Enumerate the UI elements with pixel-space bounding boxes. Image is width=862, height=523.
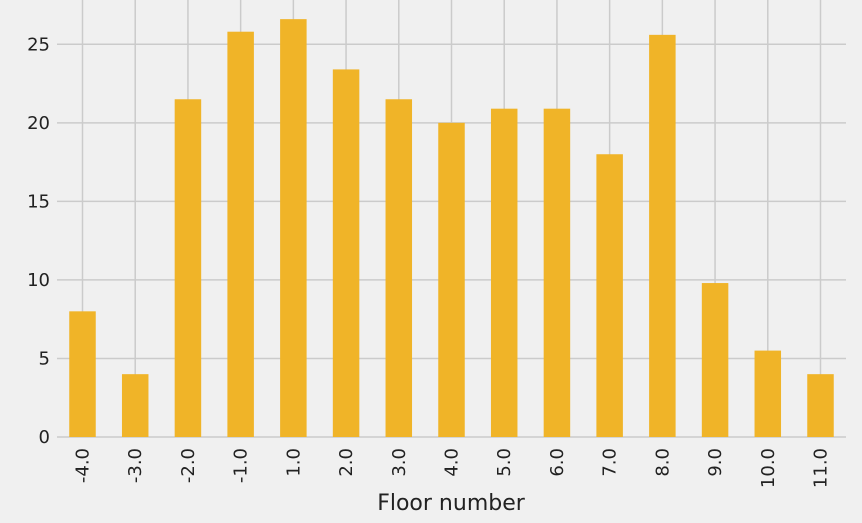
x-tick-label: -4.0 [73,448,94,483]
bar [227,31,254,438]
x-tick-labels: -4.0 -3.0 -2.0 -1.0 1.0 2.0 3.0 4.0 5.0 6.0 7.0 8.0… [73,448,832,488]
x-tick-label: 5.0 [494,448,515,477]
bar [596,154,623,437]
x-tick-label: -3.0 [125,448,146,483]
bar [438,122,465,438]
bar [385,99,413,437]
y-tick-labels: 0 5 10 15 20 25 [27,34,50,448]
bar [332,69,360,437]
x-tick-label: -1.0 [231,448,252,483]
x-tick-label: 10.0 [758,448,779,488]
bar [807,374,834,437]
x-tick-label: 6.0 [547,448,568,477]
x-tick-label: 1.0 [283,448,304,477]
x-tick-label: 4.0 [442,448,463,477]
x-tick-label: 7.0 [600,448,621,477]
x-axis-label: Floor number [377,491,526,516]
bar [754,350,782,437]
bar [121,374,149,437]
bar [543,108,571,438]
y-tick-label: 0 [39,427,50,448]
y-tick-label: 15 [27,191,50,212]
x-tick-label: 3.0 [389,448,410,477]
bar [701,283,729,437]
y-tick-label: 20 [27,113,50,134]
y-tick-label: 5 [39,348,50,369]
bars [69,19,834,438]
x-tick-label: -2.0 [178,448,199,483]
x-tick-label: 2.0 [336,448,357,477]
x-tick-label: 11.0 [811,448,832,488]
x-tick-label: 9.0 [705,448,726,477]
x-tick-label: 8.0 [652,448,673,477]
bar [69,311,96,437]
bar [280,19,307,437]
bar [490,108,518,438]
bar [649,34,676,438]
y-tick-label: 25 [27,34,50,55]
y-tick-label: 10 [27,270,50,291]
bar [174,99,202,437]
